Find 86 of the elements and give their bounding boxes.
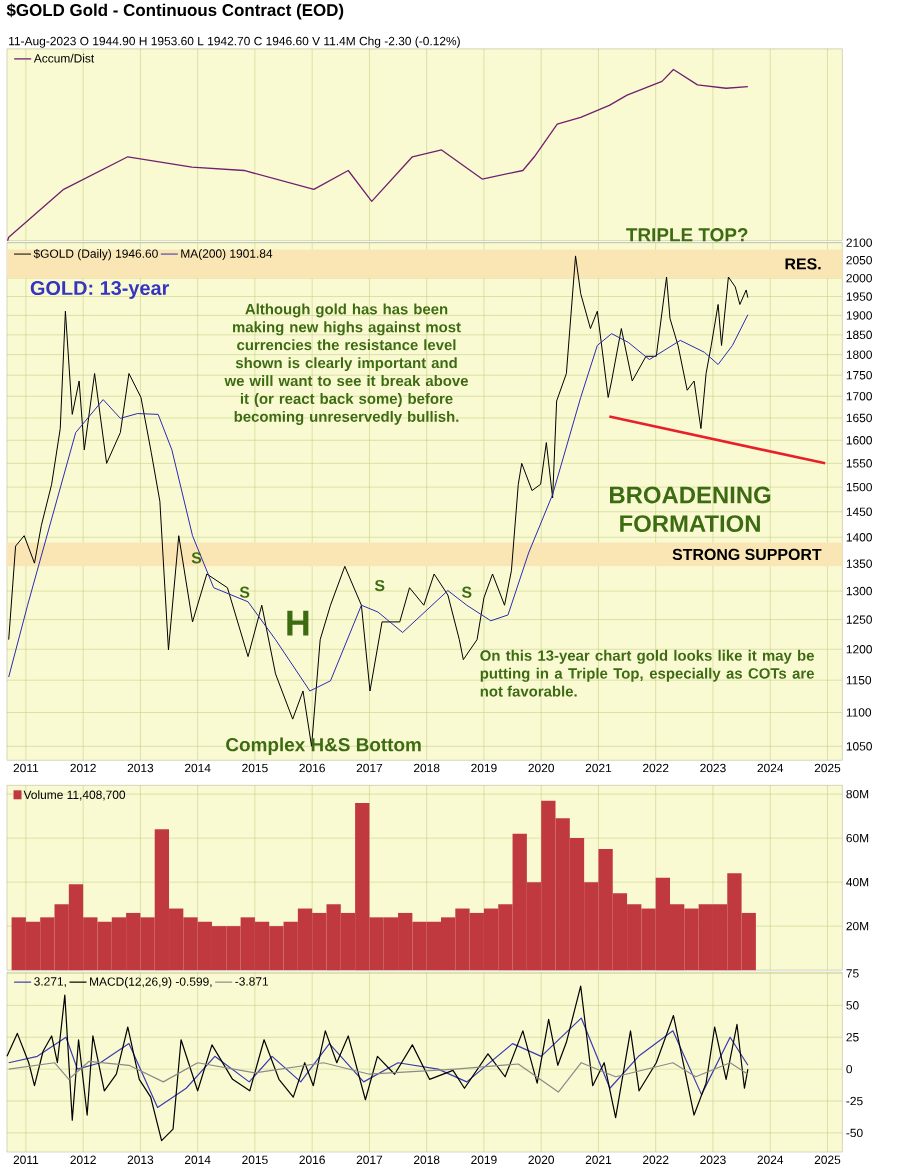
x-tick-label: 2024	[757, 1155, 783, 1164]
y-tick-label: 40M	[846, 877, 868, 887]
chart-title: $GOLD Gold - Continuous Contract (EOD)	[6, 3, 344, 20]
y-tick-label: 1100	[846, 708, 871, 717]
legend-label: 3.271,	[34, 977, 66, 988]
y-tick-label: 1400	[846, 533, 872, 542]
y-tick-label: 75	[846, 969, 859, 978]
y-tick-label: 1750	[846, 370, 872, 380]
annotation: S	[239, 586, 250, 598]
x-tick-label: 2017	[356, 1155, 382, 1164]
y-tick-label: 1200	[846, 645, 872, 654]
annotation: BROADENING FORMATION	[609, 486, 771, 533]
x-tick-label: 2017	[356, 763, 382, 773]
y-tick-label: 60M	[846, 833, 868, 843]
y-tick-label: 20M	[846, 921, 868, 931]
legend-label: -3.871	[235, 977, 268, 986]
x-tick-label: 2012	[70, 1155, 96, 1164]
y-tick-label: 1450	[846, 507, 872, 516]
y-tick-label: 1150	[846, 675, 871, 685]
x-tick-label: 2019	[471, 763, 497, 773]
y-tick-label: 1500	[846, 482, 872, 492]
annotation: Although gold has has been making new highs against most currencies the resistance level shown is clearly important and we will want to see it break above it (or react back some) before becoming unreservedly bullish.	[224, 303, 468, 425]
x-tick-label: 2023	[700, 763, 726, 773]
y-tick-label: 2100	[846, 238, 872, 247]
y-tick-label: 1650	[846, 413, 872, 423]
x-tick-label: 2013	[127, 763, 154, 773]
x-tick-label: 2024	[757, 763, 783, 773]
x-tick-label: 2011	[13, 763, 38, 773]
x-tick-label: 2015	[242, 763, 268, 773]
annotation: TRIPLE TOP?	[625, 228, 748, 242]
x-tick-label: 2022	[642, 763, 669, 773]
annotation: H	[287, 610, 309, 636]
x-tick-label: 2025	[814, 763, 841, 773]
x-tick-label: 2023	[700, 1155, 726, 1164]
x-tick-label: 2011	[13, 1155, 38, 1164]
legend-label: $GOLD (Daily) 1946.60	[33, 248, 158, 261]
x-tick-label: 2021	[585, 763, 611, 773]
y-tick-label: 1900	[846, 311, 872, 320]
legend-label: Accum/Dist	[33, 53, 94, 63]
y-tick-label: 1700	[846, 392, 872, 401]
x-tick-label: 2014	[184, 1155, 211, 1164]
annotation: S	[191, 552, 202, 564]
x-tick-label: 2016	[299, 1155, 325, 1164]
annotation: S	[461, 586, 472, 598]
line-series	[7, 1060, 749, 1093]
x-tick-label: 2025	[814, 1155, 841, 1164]
y-tick-label: 1800	[846, 350, 872, 359]
x-tick-label: 2013	[127, 1155, 154, 1164]
y-tick-label: 25	[846, 1033, 859, 1042]
annotation: On this 13-year chart gold looks like it may be putting in a Triple Top, especially as COTs are not favorable.	[480, 649, 814, 697]
y-tick-label: 1850	[846, 330, 872, 340]
x-tick-label: 2018	[413, 1155, 440, 1164]
annotation: Complex H&S Bottom	[226, 737, 421, 756]
legend-label: MACD(12,26,9) -0.599,	[89, 977, 212, 989]
x-tick-label: 2020	[528, 1155, 554, 1164]
y-tick-label: 2050	[846, 255, 872, 265]
x-tick-label: 2018	[413, 763, 440, 773]
x-tick-label: 2022	[642, 1155, 669, 1164]
y-tick-label: 0	[846, 1064, 852, 1074]
y-tick-label: 2000	[846, 273, 872, 283]
line-series	[7, 1017, 749, 1108]
y-tick-label: -25	[846, 1096, 863, 1106]
x-tick-label: 2012	[70, 763, 96, 773]
x-tick-label: 2020	[528, 763, 554, 773]
y-tick-label: 1950	[846, 292, 872, 301]
x-tick-label: 2016	[299, 763, 325, 773]
y-tick-label: 1550	[846, 459, 872, 468]
x-tick-label: 2019	[471, 1155, 497, 1164]
annotation: GOLD: 13-year	[30, 280, 169, 299]
annotation: S	[374, 579, 385, 592]
y-tick-label: 80M	[846, 789, 868, 799]
y-tick-label: 50	[846, 1001, 859, 1010]
y-tick-label: 1300	[846, 586, 872, 596]
y-tick-label: -50	[846, 1128, 863, 1138]
y-tick-label: 1600	[846, 436, 872, 445]
y-tick-label: 1350	[846, 559, 872, 568]
x-tick-label: 2014	[184, 763, 211, 773]
x-tick-label: 2015	[242, 1155, 268, 1164]
band-label: STRONG SUPPORT	[672, 548, 822, 561]
y-tick-label: 1050	[846, 742, 872, 751]
legend-label: MA(200) 1901.84	[181, 249, 273, 261]
chart-subtitle: 11-Aug-2023 O 1944.90 H 1953.60 L 1942.70 C 1946.60 V 11.4M Chg -2.30 (-0.12%)	[8, 36, 460, 48]
legend-label: Volume 11,408,700	[23, 790, 125, 801]
y-tick-label: 1250	[846, 615, 872, 624]
x-tick-label: 2021	[585, 1155, 611, 1164]
band-label: RES.	[785, 258, 821, 270]
